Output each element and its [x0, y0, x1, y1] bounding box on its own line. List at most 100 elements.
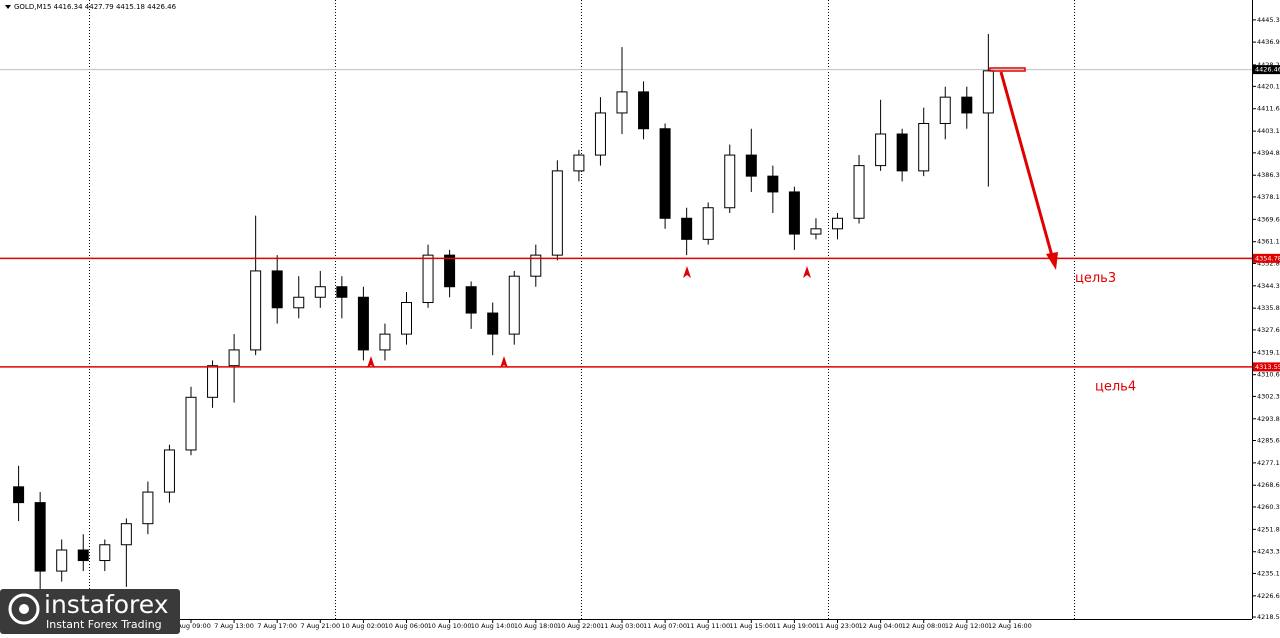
candle-body — [444, 254, 456, 288]
x-tick-label: 11 Aug 19:00 — [772, 622, 816, 630]
x-tick-label: 10 Aug 02:00 — [341, 622, 385, 630]
candle-body — [379, 333, 391, 351]
y-tick-label: 4243.35 — [1257, 548, 1280, 556]
level-price-box — [1253, 253, 1280, 263]
x-tick-label: 10 Aug 18:00 — [514, 622, 558, 630]
candle-body — [832, 217, 843, 230]
y-tick-label: 4310.60 — [1257, 371, 1280, 379]
candle-body — [228, 349, 240, 367]
candle-body — [465, 286, 477, 314]
x-tick-label: 10 Aug 22:00 — [557, 622, 601, 630]
candle-body — [530, 254, 542, 277]
candle-body — [573, 154, 585, 172]
candle-body — [767, 175, 779, 193]
markers — [367, 266, 811, 368]
candle-body — [594, 112, 606, 156]
marker — [367, 356, 375, 368]
y-tick-label: 4403.10 — [1257, 127, 1280, 135]
current-price-label: 4426.46 — [1255, 66, 1280, 74]
candle-body — [961, 96, 973, 114]
y-tick-label: 4378.10 — [1257, 193, 1280, 201]
y-tick-label: 4361.10 — [1257, 238, 1280, 246]
y-tick-label: 4335.85 — [1257, 304, 1280, 312]
x-tick-label: 12 Aug 16:00 — [988, 622, 1032, 630]
candle-body — [616, 91, 628, 114]
candle-body — [163, 449, 175, 493]
candle-body — [788, 191, 800, 235]
candle-body — [702, 207, 714, 240]
y-tick-label: 4394.85 — [1257, 149, 1280, 157]
day-separators — [89, 0, 1075, 619]
y-tick-label: 4445.35 — [1257, 16, 1280, 24]
plot: 4445.35 4436.90 4428.25 4420.10 4411.6 4403.1… — [0, 16, 1280, 630]
candle-body — [487, 312, 499, 335]
candle-body — [982, 70, 994, 114]
candle-body — [142, 491, 154, 525]
candle-body — [250, 270, 262, 351]
x-tick-label: 11 Aug 15:00 — [729, 622, 773, 630]
candle-body — [896, 133, 908, 172]
x-tick-label: 7 Aug 13:00 — [214, 622, 254, 630]
logo-icon — [8, 593, 40, 625]
candle-body — [77, 549, 89, 562]
x-tick-label: 10 Aug 14:00 — [471, 622, 515, 630]
candle-body — [120, 523, 132, 546]
candle-body — [659, 128, 671, 219]
level-price-box — [1253, 362, 1280, 372]
arrow-head — [1046, 252, 1058, 270]
logo-icon-core — [19, 604, 29, 614]
y-tick-label: 4386.35 — [1257, 171, 1280, 179]
candle-body — [336, 286, 348, 298]
candle-body — [185, 396, 197, 451]
logo-tagline: Instant Forex Trading — [46, 618, 162, 631]
y-tick-label: 4369.60 — [1257, 215, 1280, 223]
menu-icon[interactable] — [5, 5, 11, 9]
y-tick-label: 4251.85 — [1257, 525, 1280, 533]
candle-body — [875, 133, 887, 167]
x-tick-label: 7 Aug 09:00 — [171, 622, 211, 630]
candle-body — [745, 154, 757, 177]
marker — [683, 266, 691, 278]
candle-body — [207, 365, 219, 398]
candle-body — [853, 165, 865, 219]
candle-body — [13, 486, 25, 504]
x-tick-label: 7 Aug 17:00 — [257, 622, 297, 630]
y-tick-label: 4428.25 — [1257, 61, 1280, 69]
y-tick-label: 4218.55 — [1257, 613, 1280, 621]
x-tick-label: 11 Aug 23:00 — [816, 622, 860, 630]
y-tick-label: 4411.6 — [1257, 105, 1280, 113]
candle-body — [99, 544, 111, 562]
entry-box — [989, 67, 1026, 72]
y-tick-label: 4260.35 — [1257, 503, 1280, 511]
logo: instaforex Instant Forex Trading — [0, 589, 180, 634]
y-tick-label: 4302.35 — [1257, 392, 1280, 400]
chart-title: GOLD,M15 4416.34 4427.79 4415.18 4426.46 — [14, 3, 177, 11]
arrow-shaft — [999, 71, 1054, 257]
x-tick-label: 10 Aug 10:00 — [428, 622, 472, 630]
candle-body — [551, 170, 563, 256]
y-tick-label: 4436.90 — [1257, 38, 1280, 46]
y-tick-label: 4285.60 — [1257, 436, 1280, 444]
y-tick-label: 4226.60 — [1257, 592, 1280, 600]
candle-body — [357, 296, 369, 351]
y-tick-label: 4352.85 — [1257, 259, 1280, 267]
logo-name: instaforex — [44, 590, 169, 619]
y-tick-label: 4235.10 — [1257, 569, 1280, 577]
y-tick-label: 4344.35 — [1257, 282, 1280, 290]
marker — [500, 356, 508, 368]
x-tick-label: 12 Aug 12:00 — [945, 622, 989, 630]
level-note: цель4 — [1095, 379, 1136, 394]
candle-body — [681, 217, 693, 240]
candle-body — [508, 275, 520, 335]
candle-body — [939, 96, 951, 124]
logo-bg — [0, 589, 180, 634]
x-tick-label: 12 Aug 04:00 — [859, 622, 903, 630]
candle-body — [422, 254, 434, 304]
x-tick-label: 11 Aug 07:00 — [643, 622, 687, 630]
y-tick-label: 4327.60 — [1257, 326, 1280, 334]
candle-body — [271, 270, 283, 309]
y-tick-label: 4268.60 — [1257, 481, 1280, 489]
y-tick-label: 4319.10 — [1257, 348, 1280, 356]
candle-body — [810, 228, 822, 235]
